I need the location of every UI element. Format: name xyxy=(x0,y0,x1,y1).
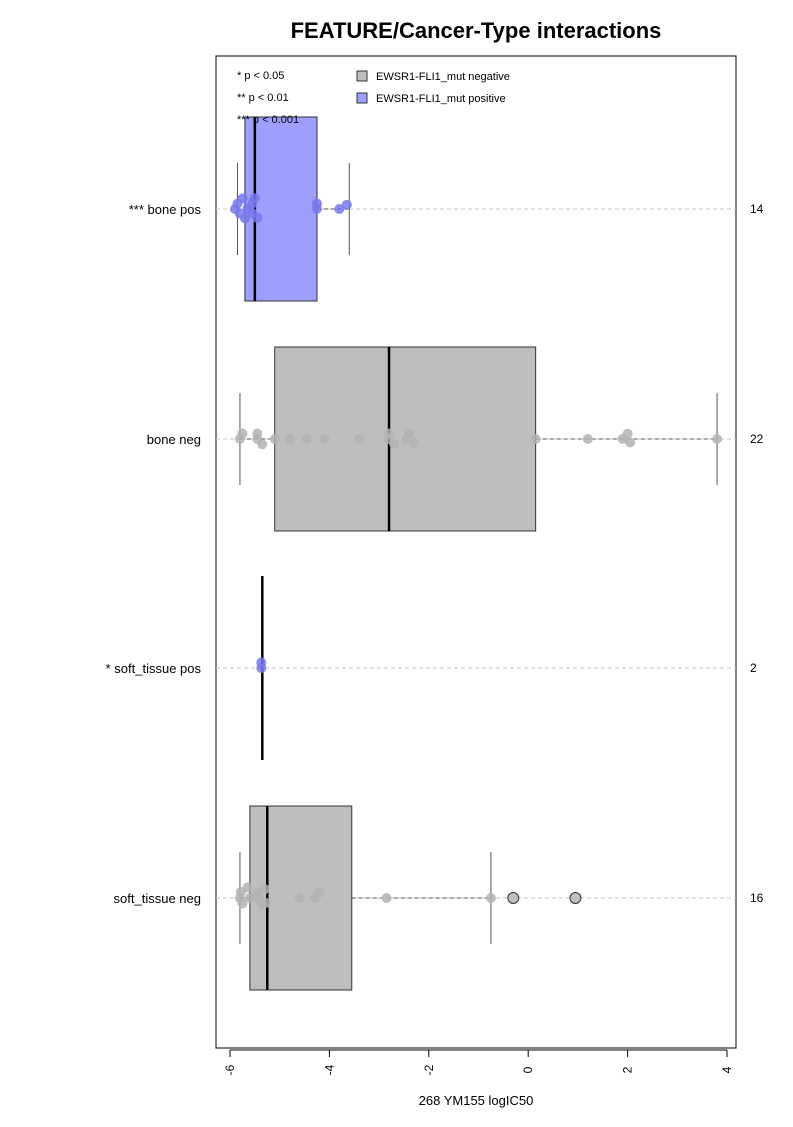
x-tick-label: 4 xyxy=(720,1066,734,1073)
legend-label: EWSR1-FLI1_mut positive xyxy=(376,93,506,105)
data-point xyxy=(582,434,593,444)
data-point xyxy=(249,193,260,204)
data-point xyxy=(294,893,305,903)
data-point xyxy=(341,199,352,210)
data-point xyxy=(257,439,268,450)
data-point xyxy=(354,434,365,444)
data-point xyxy=(259,884,270,895)
plot-frame xyxy=(215,55,737,1049)
category-label: * soft_tissue pos xyxy=(106,661,202,676)
outlier-point xyxy=(507,892,520,904)
data-point xyxy=(408,437,419,448)
point-layer xyxy=(229,193,723,910)
data-point xyxy=(311,198,322,209)
data-point xyxy=(237,898,248,909)
category-label: *** bone pos xyxy=(129,202,202,217)
box-layer xyxy=(236,116,718,991)
data-point xyxy=(260,897,271,908)
outlier-point xyxy=(569,892,582,904)
data-point xyxy=(284,434,295,444)
x-tick-label: -6 xyxy=(223,1064,237,1075)
x-tick-label: 2 xyxy=(621,1066,635,1073)
grid-layer xyxy=(216,208,736,899)
data-point xyxy=(622,428,633,439)
significance-legend-item: * p < 0.05 xyxy=(237,70,284,82)
x-tick-label: 0 xyxy=(521,1066,535,1073)
label-layer: *** bone pos 14 bone neg 22 * soft_tissue po… xyxy=(106,202,764,906)
x-axis-title: 268 YM155 logIC50 xyxy=(419,1093,534,1108)
legend-swatch xyxy=(356,70,368,82)
data-point xyxy=(237,428,248,439)
data-point xyxy=(252,428,263,439)
data-point xyxy=(712,434,723,444)
count-label: 22 xyxy=(750,432,764,446)
data-point xyxy=(389,438,400,449)
data-point xyxy=(242,882,253,893)
data-point xyxy=(239,213,250,224)
chart-title: FEATURE/Cancer-Type interactions xyxy=(291,18,662,43)
data-point xyxy=(334,204,345,214)
legend-label: EWSR1-FLI1_mut negative xyxy=(376,71,510,83)
data-point xyxy=(302,434,313,444)
data-point xyxy=(244,893,255,903)
count-label: 14 xyxy=(750,202,764,216)
data-point xyxy=(625,437,636,448)
legend: * p < 0.05 ** p < 0.01 *** p < 0.001 EWSR1-… xyxy=(237,70,510,126)
data-point xyxy=(237,193,248,204)
significance-legend-item: *** p < 0.001 xyxy=(237,114,299,126)
count-label: 16 xyxy=(750,891,764,905)
data-point xyxy=(314,887,325,898)
data-point xyxy=(256,663,267,673)
data-point xyxy=(403,428,414,439)
category-label: soft_tissue neg xyxy=(114,891,201,906)
data-point xyxy=(319,434,330,444)
category-label: bone neg xyxy=(147,432,201,447)
legend-swatch xyxy=(356,92,368,104)
count-label: 2 xyxy=(750,661,757,675)
data-point xyxy=(530,434,541,444)
x-tick-label: -4 xyxy=(322,1064,336,1075)
x-axis: -6 -4 -2 0 2 4 xyxy=(223,1049,734,1075)
data-point xyxy=(485,893,496,903)
significance-legend-item: ** p < 0.01 xyxy=(237,92,289,104)
data-point xyxy=(381,893,392,903)
data-point xyxy=(384,428,395,439)
data-point xyxy=(269,434,280,444)
data-point xyxy=(252,212,263,223)
x-tick-label: -2 xyxy=(422,1064,436,1075)
